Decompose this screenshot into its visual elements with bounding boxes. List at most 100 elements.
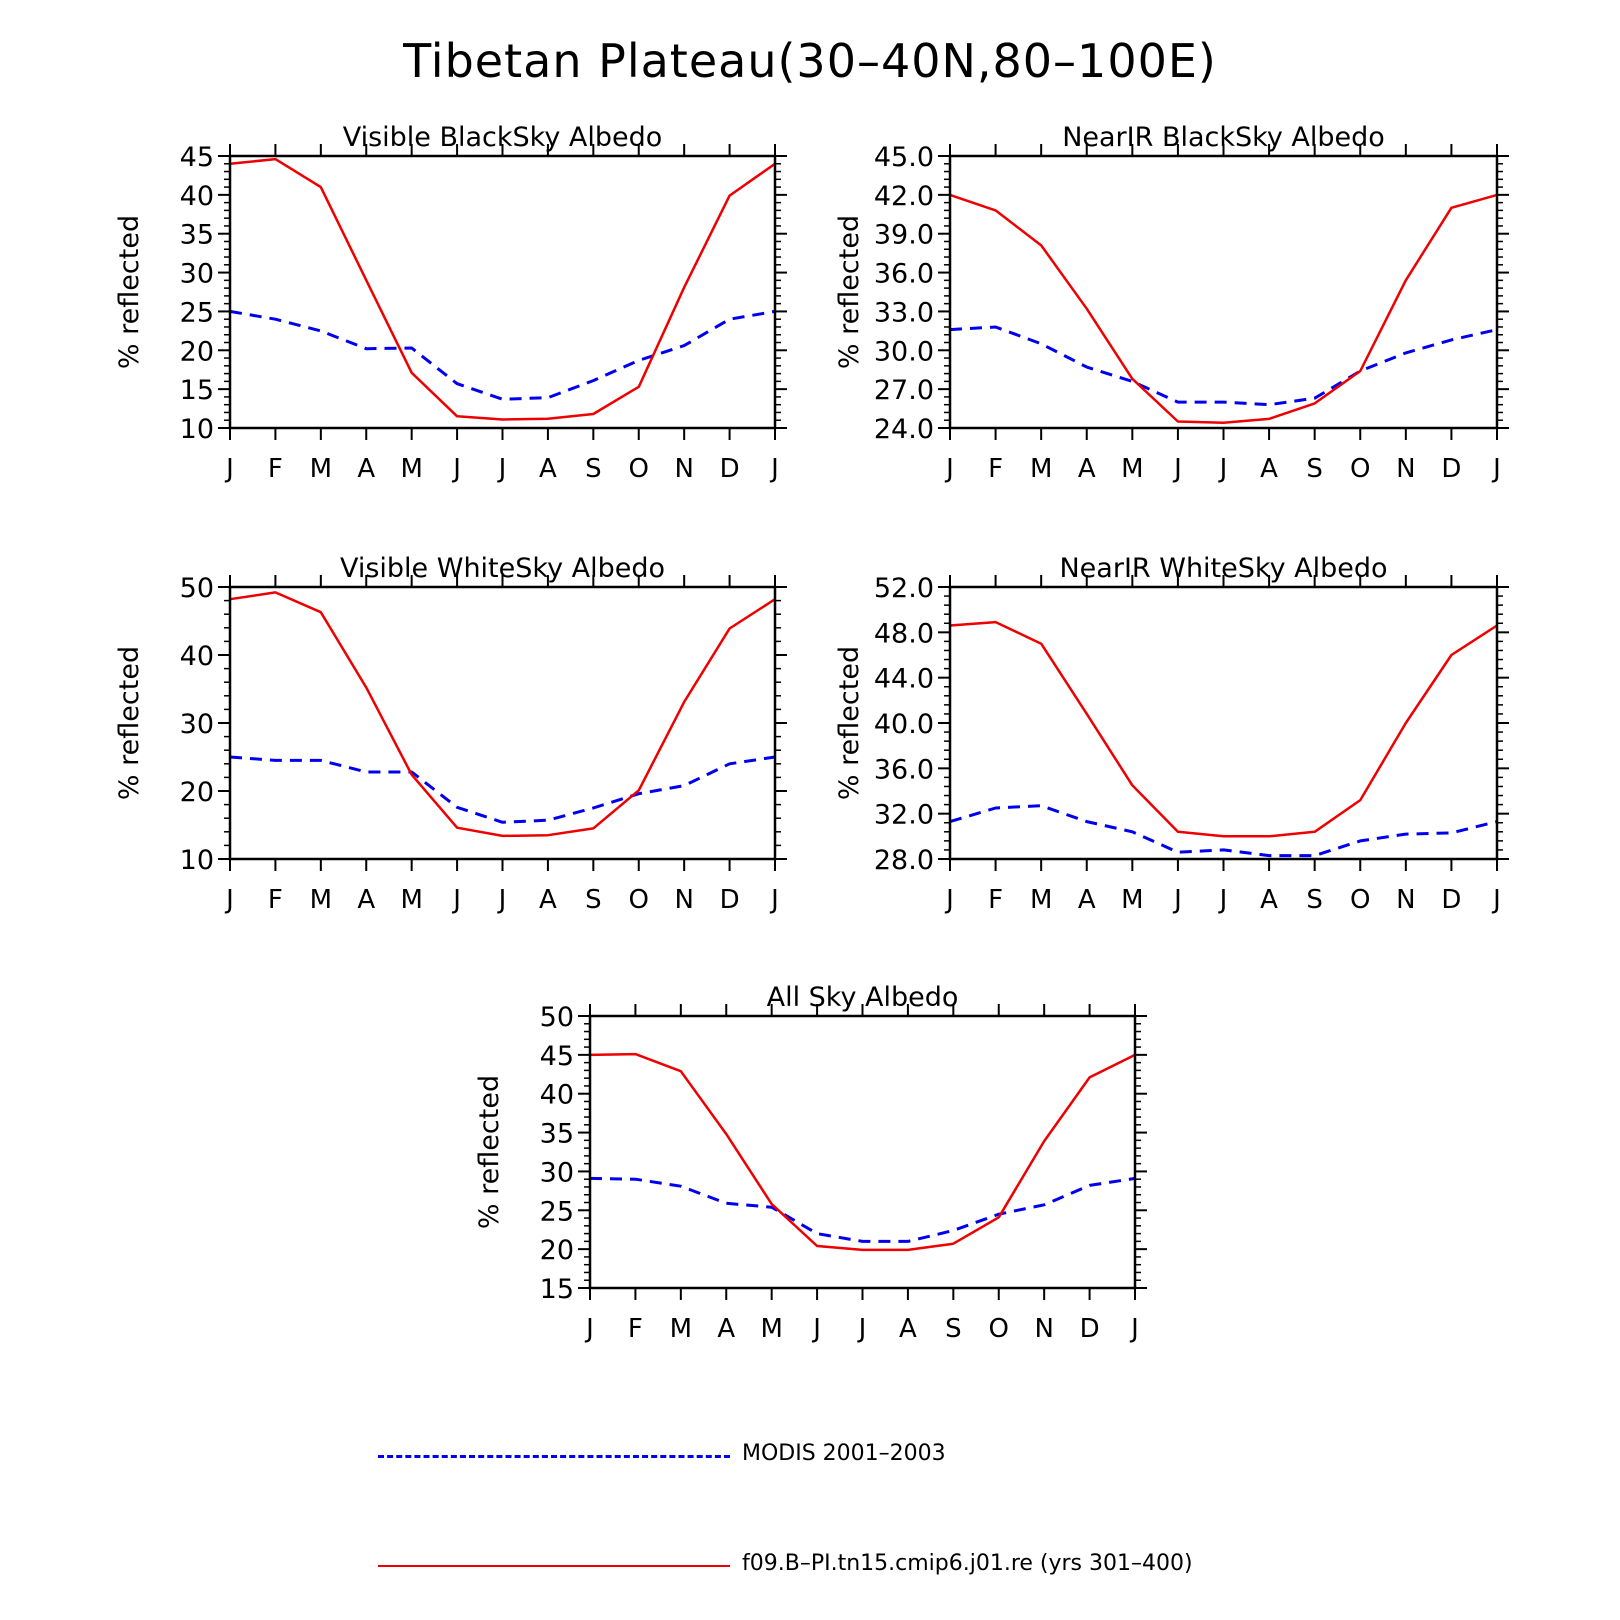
x-tick-label: J — [1172, 454, 1182, 484]
y-tick-label: 40 — [540, 1080, 574, 1111]
plot-frame — [588, 1014, 1137, 1290]
y-tick-label: 45 — [540, 1041, 574, 1072]
series-line-model — [949, 193, 1498, 425]
x-tick-label: F — [268, 454, 283, 484]
x-tick-label: M — [400, 454, 422, 484]
x-tick-label: S — [1306, 885, 1323, 915]
x-tick-label: S — [1306, 454, 1323, 484]
x-tick-label: N — [1034, 1314, 1053, 1344]
x-tick-label: A — [539, 454, 557, 484]
series-line-model — [229, 157, 776, 421]
x-tick-label: D — [1441, 885, 1461, 915]
y-tick-label: 30 — [180, 259, 214, 290]
x-tick-label: O — [1350, 454, 1370, 484]
y-tick-label: 50 — [180, 573, 214, 604]
x-tick-label: M — [670, 1314, 692, 1344]
x-tick-label: S — [585, 454, 602, 484]
x-tick-label: A — [357, 885, 375, 915]
y-tick-label: 45.0 — [874, 142, 934, 173]
x-tick-label: J — [1491, 885, 1501, 915]
y-tick-label: 40.0 — [874, 709, 934, 740]
y-tick-label: 30 — [540, 1157, 574, 1188]
x-tick-label: A — [357, 454, 375, 484]
series-line-modis — [589, 1176, 1136, 1243]
y-tick-label: 24.0 — [874, 414, 934, 445]
x-tick-label: J — [451, 454, 461, 484]
series-line-modis — [229, 309, 776, 401]
x-tick-label: D — [720, 454, 740, 484]
y-tick-label: 15 — [540, 1274, 574, 1305]
x-tick-label: J — [497, 454, 507, 484]
y-tick-label: 32.0 — [874, 800, 934, 831]
y-tick-label: 20 — [180, 336, 214, 367]
y-tick-label: 40 — [180, 181, 214, 212]
x-tick-label: N — [1396, 885, 1415, 915]
y-tick-label: 20 — [180, 777, 214, 808]
y-tick-label: 45 — [180, 142, 214, 173]
y-tick-label: 42.0 — [874, 181, 934, 212]
series-line-modis — [229, 755, 776, 824]
x-tick-label: J — [944, 454, 954, 484]
x-tick-label: F — [988, 454, 1003, 484]
x-tick-label: A — [1260, 454, 1278, 484]
x-tick-label: O — [1350, 885, 1370, 915]
y-tick-label: 50 — [540, 1002, 574, 1033]
x-tick-label: D — [1080, 1314, 1100, 1344]
x-tick-label: J — [769, 885, 779, 915]
x-tick-label: O — [629, 454, 649, 484]
y-tick-label: 30.0 — [874, 336, 934, 367]
y-axis-label: % reflected — [834, 215, 865, 369]
x-tick-label: A — [539, 885, 557, 915]
y-axis-label: % reflected — [114, 215, 145, 369]
y-tick-label: 35 — [540, 1119, 574, 1150]
x-tick-label: D — [720, 885, 740, 915]
x-tick-label: A — [1078, 885, 1096, 915]
x-tick-label: M — [1030, 454, 1052, 484]
x-tick-label: F — [628, 1314, 643, 1344]
x-tick-label: J — [769, 454, 779, 484]
x-tick-label: J — [1491, 454, 1501, 484]
y-tick-label: 25 — [540, 1196, 574, 1227]
y-axis-label: % reflected — [114, 646, 145, 800]
x-tick-label: J — [1218, 885, 1228, 915]
y-tick-label: 10 — [180, 414, 214, 445]
series-line-modis — [949, 325, 1498, 407]
x-tick-label: N — [1396, 454, 1415, 484]
x-tick-label: M — [400, 885, 422, 915]
x-tick-label: J — [451, 885, 461, 915]
x-tick-label: M — [760, 1314, 782, 1344]
y-tick-label: 44.0 — [874, 664, 934, 695]
y-axis-label: % reflected — [834, 646, 865, 800]
x-tick-label: J — [224, 885, 234, 915]
plot-frame — [948, 154, 1499, 430]
x-tick-label: J — [1172, 885, 1182, 915]
x-tick-label: S — [585, 885, 602, 915]
x-tick-label: D — [1441, 454, 1461, 484]
x-tick-label: J — [811, 1314, 821, 1344]
y-tick-label: 30 — [180, 709, 214, 740]
y-tick-label: 27.0 — [874, 375, 934, 406]
x-tick-label: N — [674, 454, 693, 484]
x-tick-label: M — [310, 454, 332, 484]
x-tick-label: J — [224, 454, 234, 484]
x-tick-label: O — [989, 1314, 1009, 1344]
x-tick-label: F — [268, 885, 283, 915]
x-tick-label: J — [497, 885, 507, 915]
plot-frame — [228, 585, 777, 861]
y-tick-label: 36.0 — [874, 259, 934, 290]
y-tick-label: 10 — [180, 845, 214, 876]
series-line-model — [229, 591, 776, 838]
x-tick-label: J — [1129, 1314, 1139, 1344]
y-tick-label: 52.0 — [874, 573, 934, 604]
y-tick-label: 48.0 — [874, 618, 934, 649]
y-tick-label: 28.0 — [874, 845, 934, 876]
y-tick-label: 20 — [540, 1235, 574, 1266]
y-tick-label: 25 — [180, 297, 214, 328]
x-tick-label: S — [945, 1314, 962, 1344]
x-tick-label: F — [988, 885, 1003, 915]
